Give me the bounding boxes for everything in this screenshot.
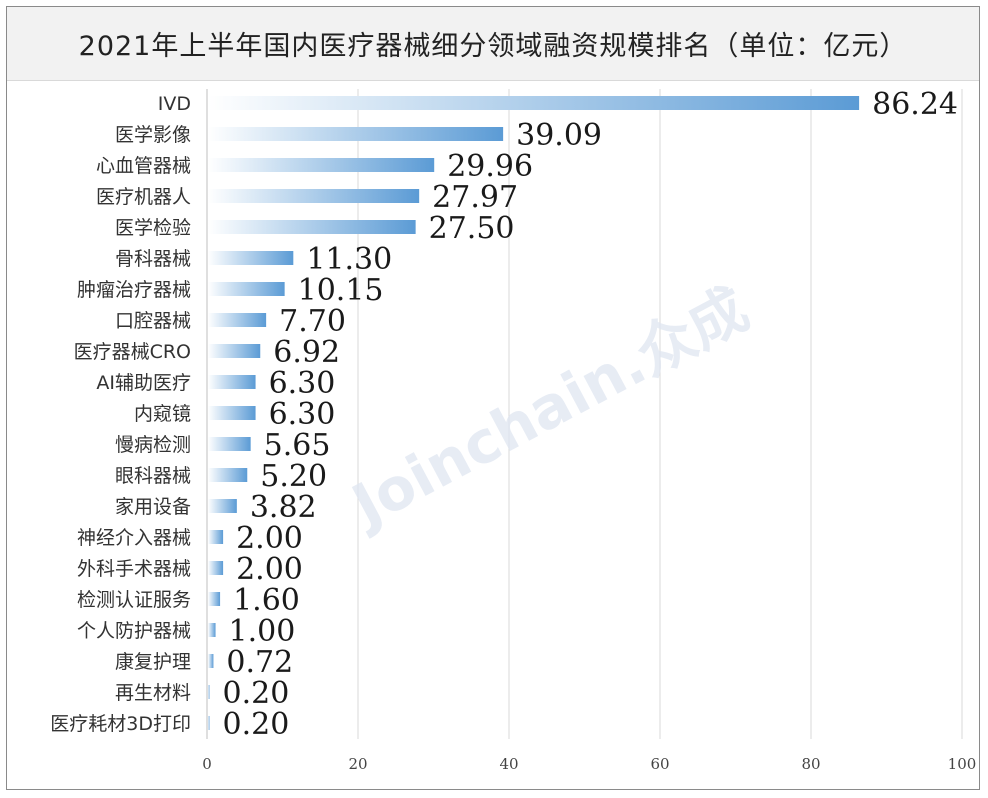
value-label: 0.20 bbox=[223, 676, 290, 711]
value-label: 7.70 bbox=[279, 304, 346, 339]
labels: 0 20 40 60 80 100 IVD 86.24 医学影像 39.09 心血管器械 29.96 医… bbox=[50, 87, 976, 773]
value-label: 29.96 bbox=[447, 149, 533, 184]
chart-title: 2021年上半年国内医疗器械细分领域融资规模排名（单位：亿元） bbox=[78, 31, 908, 62]
bar bbox=[208, 530, 224, 544]
x-tick-label: 40 bbox=[499, 755, 518, 773]
watermark: Joinchain.众成 bbox=[338, 274, 759, 541]
bar bbox=[208, 375, 256, 389]
value-label: 27.50 bbox=[429, 211, 515, 246]
bar bbox=[208, 592, 221, 606]
category-label: 眼科器械 bbox=[115, 465, 191, 487]
category-label: IVD bbox=[158, 93, 191, 115]
value-label: 1.60 bbox=[233, 583, 300, 618]
bar bbox=[208, 716, 210, 730]
category-label: 肿瘤治疗器械 bbox=[77, 279, 191, 301]
category-label: 检测认证服务 bbox=[77, 589, 191, 611]
value-label: 0.20 bbox=[223, 707, 290, 742]
value-label: 2.00 bbox=[236, 521, 303, 556]
value-label: 6.30 bbox=[269, 397, 336, 432]
value-label: 2.00 bbox=[236, 552, 303, 587]
bar bbox=[208, 654, 214, 668]
bar bbox=[208, 158, 435, 172]
title-bar: 2021年上半年国内医疗器械细分领域融资规模排名（单位：亿元） bbox=[7, 7, 979, 81]
x-tick-label: 100 bbox=[948, 755, 977, 773]
value-label: 3.82 bbox=[250, 490, 317, 525]
category-label: 康复护理 bbox=[115, 651, 191, 673]
category-label: 神经介入器械 bbox=[77, 527, 191, 549]
value-label: 39.09 bbox=[516, 118, 602, 153]
chart-frame: 2021年上半年国内医疗器械细分领域融资规模排名（单位：亿元） Joinchai… bbox=[6, 6, 980, 790]
bar bbox=[208, 623, 216, 637]
category-label: 心血管器械 bbox=[96, 155, 191, 177]
bar bbox=[208, 685, 210, 699]
category-label: 医学影像 bbox=[115, 124, 191, 146]
value-label: 86.24 bbox=[872, 87, 958, 122]
category-label: 医疗器械CRO bbox=[74, 341, 191, 363]
value-label: 6.30 bbox=[269, 366, 336, 401]
bar bbox=[208, 282, 285, 296]
category-label: 医学检验 bbox=[115, 217, 191, 239]
value-label: 0.72 bbox=[226, 645, 293, 680]
value-label: 11.30 bbox=[306, 242, 392, 277]
bar bbox=[208, 561, 224, 575]
category-label: AI辅助医疗 bbox=[96, 372, 191, 394]
value-label: 5.20 bbox=[260, 459, 327, 494]
bar-chart: Joinchain.众成 0 20 40 60 80 100 IVD 86.24 医学影像 39.… bbox=[50, 87, 976, 773]
bar bbox=[208, 406, 256, 420]
x-tick-label: 80 bbox=[801, 755, 820, 773]
bar bbox=[208, 220, 416, 234]
bar bbox=[208, 251, 294, 265]
x-tick-label: 60 bbox=[650, 755, 669, 773]
value-label: 27.97 bbox=[432, 180, 518, 215]
value-label: 5.65 bbox=[264, 428, 331, 463]
bar bbox=[208, 468, 248, 482]
bar bbox=[208, 499, 237, 513]
category-label: 医疗耗材3D打印 bbox=[50, 713, 191, 735]
category-label: 内窥镜 bbox=[134, 403, 191, 425]
category-label: 慢病检测 bbox=[115, 434, 191, 456]
category-label: 口腔器械 bbox=[115, 310, 191, 332]
category-label: 医疗机器人 bbox=[96, 186, 191, 208]
bar bbox=[208, 189, 420, 203]
value-label: 6.92 bbox=[273, 335, 340, 370]
bar bbox=[208, 344, 261, 358]
bar bbox=[208, 437, 251, 451]
value-label: 10.15 bbox=[298, 273, 384, 308]
category-label: 骨科器械 bbox=[115, 248, 191, 270]
bar bbox=[208, 127, 504, 141]
bar bbox=[208, 313, 267, 327]
category-label: 个人防护器械 bbox=[77, 620, 191, 642]
category-label: 外科手术器械 bbox=[77, 558, 191, 580]
grid-lines bbox=[206, 89, 963, 739]
x-tick-label: 0 bbox=[202, 755, 212, 773]
x-tick-label: 20 bbox=[348, 755, 367, 773]
category-label: 再生材料 bbox=[115, 682, 191, 704]
bars bbox=[208, 96, 860, 730]
bar bbox=[208, 96, 860, 110]
value-label: 1.00 bbox=[229, 614, 296, 649]
category-label: 家用设备 bbox=[115, 496, 191, 518]
